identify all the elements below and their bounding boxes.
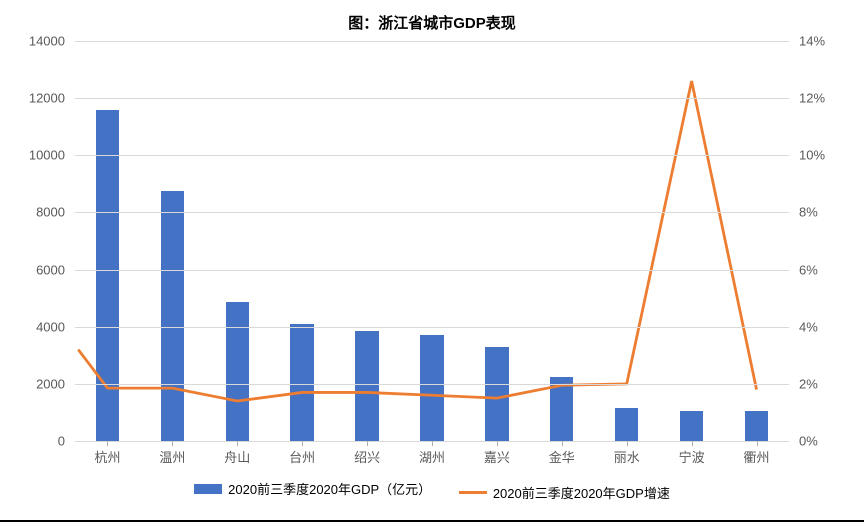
x-tickmark bbox=[497, 441, 498, 446]
gridline bbox=[75, 212, 789, 213]
y-left-tick: 2000 bbox=[36, 376, 65, 391]
y-right-tick: 0% bbox=[799, 434, 818, 449]
x-tick-label: 金华 bbox=[549, 447, 575, 466]
x-tickmark bbox=[692, 441, 693, 446]
x-tick-label: 温州 bbox=[159, 447, 185, 466]
growth-line bbox=[78, 81, 756, 401]
y-left-tick: 10000 bbox=[29, 148, 65, 163]
line-layer bbox=[75, 41, 789, 441]
legend: 2020前三季度2020年GDP（亿元） 2020前三季度2020年GDP增速 bbox=[20, 479, 844, 502]
x-tickmark bbox=[432, 441, 433, 446]
gridline bbox=[75, 41, 789, 42]
y-right-tick: 6% bbox=[799, 262, 818, 277]
y-left-tick: 8000 bbox=[36, 205, 65, 220]
y-right-tick: 12% bbox=[799, 91, 825, 106]
gridline bbox=[75, 155, 789, 156]
x-tick-label: 宁波 bbox=[679, 447, 705, 466]
x-tickmark bbox=[107, 441, 108, 446]
x-tickmark bbox=[237, 441, 238, 446]
chart-title: 图：浙江省城市GDP表现 bbox=[20, 0, 844, 41]
legend-item-line: 2020前三季度2020年GDP增速 bbox=[459, 483, 670, 502]
y-left-tick: 12000 bbox=[29, 91, 65, 106]
gridline bbox=[75, 98, 789, 99]
legend-line-label: 2020前三季度2020年GDP增速 bbox=[493, 483, 670, 502]
y-left-tick: 14000 bbox=[29, 34, 65, 49]
y-left-tick: 6000 bbox=[36, 262, 65, 277]
y-left-tick: 4000 bbox=[36, 319, 65, 334]
legend-bar-label: 2020前三季度2020年GDP（亿元） bbox=[228, 479, 431, 498]
x-tick-label: 舟山 bbox=[224, 447, 250, 466]
y-right-tick: 14% bbox=[799, 34, 825, 49]
x-tickmark bbox=[367, 441, 368, 446]
x-tick-label: 绍兴 bbox=[354, 447, 380, 466]
gridline bbox=[75, 384, 789, 385]
x-tick-label: 湖州 bbox=[419, 447, 445, 466]
y-left-tick: 0 bbox=[58, 434, 65, 449]
x-tickmark bbox=[757, 441, 758, 446]
legend-bar-swatch bbox=[194, 484, 222, 494]
plot-area: 020004000600080001000012000140000%2%4%6%… bbox=[75, 41, 789, 441]
x-axis: 杭州 温州 舟山 台州 绍兴 湖州 嘉兴 金华 丽水 宁波 衢州 bbox=[75, 441, 789, 465]
x-tickmark bbox=[302, 441, 303, 446]
gridline bbox=[75, 270, 789, 271]
x-tick-label: 台州 bbox=[289, 447, 315, 466]
x-tick-label: 衢州 bbox=[744, 447, 770, 466]
legend-item-bar: 2020前三季度2020年GDP（亿元） bbox=[194, 479, 431, 498]
x-tick-label: 嘉兴 bbox=[484, 447, 510, 466]
x-tickmark bbox=[562, 441, 563, 446]
x-tickmark bbox=[627, 441, 628, 446]
y-right-tick: 4% bbox=[799, 319, 818, 334]
y-right-tick: 8% bbox=[799, 205, 818, 220]
y-right-tick: 2% bbox=[799, 376, 818, 391]
gridline bbox=[75, 327, 789, 328]
legend-line-swatch bbox=[459, 491, 487, 494]
x-tickmark bbox=[172, 441, 173, 446]
chart-container: 图：浙江省城市GDP表现 020004000600080001000012000… bbox=[0, 0, 864, 526]
x-tick-label: 杭州 bbox=[94, 447, 120, 466]
x-tick-label: 丽水 bbox=[614, 447, 640, 466]
y-right-tick: 10% bbox=[799, 148, 825, 163]
bottom-border bbox=[0, 520, 864, 522]
